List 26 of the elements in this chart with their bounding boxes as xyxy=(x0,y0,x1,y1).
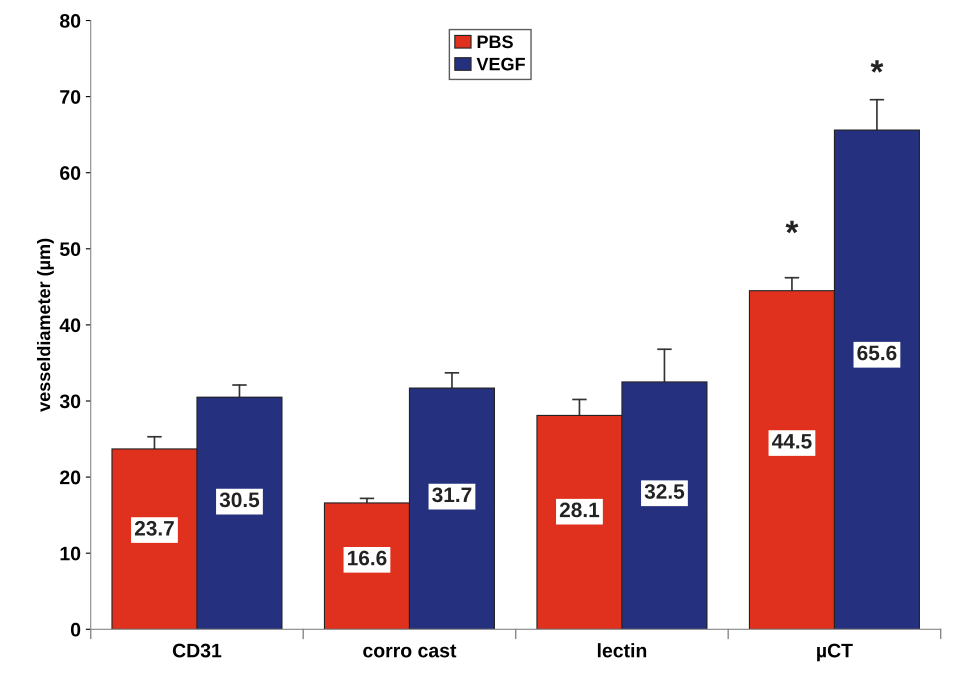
legend-label: PBS xyxy=(478,35,513,48)
y-tick-label: 80 xyxy=(60,14,80,28)
data-label: 65.6 xyxy=(857,346,896,360)
y-axis-title: vesseldiameter (µm) xyxy=(36,238,54,412)
x-tick-label: lectin xyxy=(598,643,646,658)
data-label: 31.7 xyxy=(432,487,472,502)
y-tick-label: 10 xyxy=(60,546,80,560)
data-label: 23.7 xyxy=(134,520,174,536)
x-tick-label: CD31 xyxy=(172,644,222,658)
legend-label: VEGF xyxy=(476,58,525,70)
y-tick-label: 0 xyxy=(70,622,80,637)
data-label: 32.5 xyxy=(644,484,684,499)
y-tick-label: 70 xyxy=(60,90,80,104)
data-label: 28.1 xyxy=(560,502,600,518)
annotation: * xyxy=(786,220,798,234)
y-tick-label: 30 xyxy=(60,394,80,408)
y-tick-label: 50 xyxy=(60,242,80,256)
data-label: 16.6 xyxy=(348,550,386,566)
y-tick-label: 20 xyxy=(60,470,80,484)
y-tick-label: 60 xyxy=(60,166,80,180)
y-tick-label: 40 xyxy=(60,318,80,332)
data-label: 44.5 xyxy=(772,434,812,449)
annotation: * xyxy=(870,60,884,73)
x-tick-label: corro cast xyxy=(363,644,456,658)
data-label: 30.5 xyxy=(220,492,260,508)
x-tick-label: µCT xyxy=(817,644,853,662)
